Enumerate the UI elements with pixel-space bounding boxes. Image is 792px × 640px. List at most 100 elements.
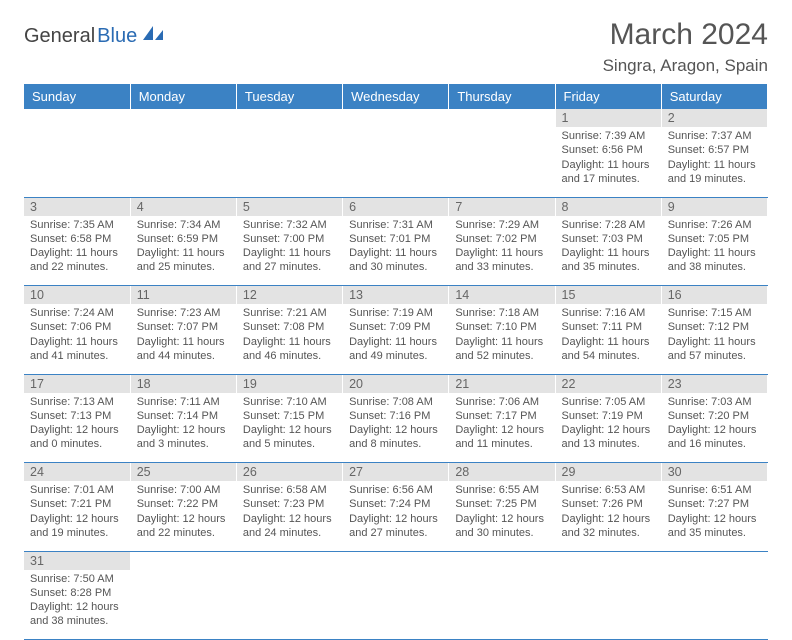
daylight-line: Daylight: 11 hours and 30 minutes. xyxy=(349,246,442,275)
day-data-cell xyxy=(661,570,767,640)
day-data-cell: Sunrise: 7:03 AMSunset: 7:20 PMDaylight:… xyxy=(661,393,767,463)
daylight-line: Daylight: 11 hours and 25 minutes. xyxy=(137,246,230,275)
day-data-cell: Sunrise: 7:50 AMSunset: 8:28 PMDaylight:… xyxy=(24,570,130,640)
day-number-cell: 28 xyxy=(449,463,555,482)
day-data-cell xyxy=(555,570,661,640)
sunset-line: Sunset: 7:16 PM xyxy=(349,409,442,423)
sunrise-line: Sunrise: 7:18 AM xyxy=(455,306,548,320)
sunrise-line: Sunrise: 7:28 AM xyxy=(562,218,655,232)
sunrise-line: Sunrise: 7:37 AM xyxy=(668,129,761,143)
sunset-line: Sunset: 6:59 PM xyxy=(137,232,230,246)
day-data-cell: Sunrise: 6:51 AMSunset: 7:27 PMDaylight:… xyxy=(661,481,767,551)
sunrise-line: Sunrise: 7:32 AM xyxy=(243,218,336,232)
sunset-line: Sunset: 7:26 PM xyxy=(562,497,655,511)
daylight-line: Daylight: 12 hours and 30 minutes. xyxy=(455,512,548,541)
day-number-row: 10111213141516 xyxy=(24,286,768,305)
month-title: March 2024 xyxy=(610,18,768,52)
sunset-line: Sunset: 7:01 PM xyxy=(349,232,442,246)
day-number-cell: 30 xyxy=(661,463,767,482)
daylight-line: Daylight: 12 hours and 22 minutes. xyxy=(137,512,230,541)
sunset-line: Sunset: 7:10 PM xyxy=(455,320,548,334)
sunset-line: Sunset: 7:08 PM xyxy=(243,320,336,334)
day-number-cell: 3 xyxy=(24,197,130,216)
day-data-cell: Sunrise: 7:31 AMSunset: 7:01 PMDaylight:… xyxy=(343,216,449,286)
daylight-line: Daylight: 12 hours and 5 minutes. xyxy=(243,423,336,452)
sunrise-line: Sunrise: 7:23 AM xyxy=(137,306,230,320)
sunset-line: Sunset: 7:05 PM xyxy=(668,232,761,246)
sunset-line: Sunset: 7:07 PM xyxy=(137,320,230,334)
daylight-line: Daylight: 11 hours and 38 minutes. xyxy=(668,246,761,275)
sunrise-line: Sunrise: 7:31 AM xyxy=(349,218,442,232)
day-data-cell: Sunrise: 7:19 AMSunset: 7:09 PMDaylight:… xyxy=(343,304,449,374)
sunset-line: Sunset: 7:25 PM xyxy=(455,497,548,511)
day-data-cell: Sunrise: 6:55 AMSunset: 7:25 PMDaylight:… xyxy=(449,481,555,551)
day-number-cell xyxy=(343,551,449,570)
sunrise-line: Sunrise: 7:05 AM xyxy=(562,395,655,409)
day-data-cell: Sunrise: 6:53 AMSunset: 7:26 PMDaylight:… xyxy=(555,481,661,551)
day-data-row: Sunrise: 7:39 AMSunset: 6:56 PMDaylight:… xyxy=(24,127,768,197)
day-data-cell: Sunrise: 7:10 AMSunset: 7:15 PMDaylight:… xyxy=(236,393,342,463)
logo: GeneralBlue xyxy=(24,24,165,48)
sunset-line: Sunset: 7:15 PM xyxy=(243,409,336,423)
sunrise-line: Sunrise: 7:19 AM xyxy=(349,306,442,320)
sunrise-line: Sunrise: 7:35 AM xyxy=(30,218,124,232)
day-data-cell: Sunrise: 7:37 AMSunset: 6:57 PMDaylight:… xyxy=(661,127,767,197)
day-data-row: Sunrise: 7:50 AMSunset: 8:28 PMDaylight:… xyxy=(24,570,768,640)
sunrise-line: Sunrise: 6:55 AM xyxy=(455,483,548,497)
daylight-line: Daylight: 11 hours and 49 minutes. xyxy=(349,335,442,364)
daylight-line: Daylight: 12 hours and 0 minutes. xyxy=(30,423,124,452)
day-data-cell: Sunrise: 7:16 AMSunset: 7:11 PMDaylight:… xyxy=(555,304,661,374)
day-number-row: 17181920212223 xyxy=(24,374,768,393)
day-data-cell xyxy=(236,127,342,197)
weekday-header: Thursday xyxy=(449,84,555,109)
day-data-cell xyxy=(449,570,555,640)
day-number-cell xyxy=(555,551,661,570)
sunset-line: Sunset: 7:22 PM xyxy=(137,497,230,511)
day-number-cell: 2 xyxy=(661,109,767,127)
day-number-cell: 17 xyxy=(24,374,130,393)
sunrise-line: Sunrise: 7:24 AM xyxy=(30,306,124,320)
day-data-cell: Sunrise: 7:01 AMSunset: 7:21 PMDaylight:… xyxy=(24,481,130,551)
daylight-line: Daylight: 12 hours and 19 minutes. xyxy=(30,512,124,541)
day-number-cell: 31 xyxy=(24,551,130,570)
sunset-line: Sunset: 7:20 PM xyxy=(668,409,761,423)
daylight-line: Daylight: 11 hours and 54 minutes. xyxy=(562,335,655,364)
weekday-header: Sunday xyxy=(24,84,130,109)
sunrise-line: Sunrise: 7:16 AM xyxy=(562,306,655,320)
day-data-cell: Sunrise: 7:15 AMSunset: 7:12 PMDaylight:… xyxy=(661,304,767,374)
daylight-line: Daylight: 11 hours and 22 minutes. xyxy=(30,246,124,275)
day-data-cell: Sunrise: 7:06 AMSunset: 7:17 PMDaylight:… xyxy=(449,393,555,463)
day-number-cell xyxy=(24,109,130,127)
sunrise-line: Sunrise: 7:08 AM xyxy=(349,395,442,409)
sunrise-line: Sunrise: 7:06 AM xyxy=(455,395,548,409)
day-number-cell xyxy=(449,109,555,127)
day-number-cell: 14 xyxy=(449,286,555,305)
location-label: Singra, Aragon, Spain xyxy=(24,56,768,76)
sunset-line: Sunset: 7:17 PM xyxy=(455,409,548,423)
sunset-line: Sunset: 7:06 PM xyxy=(30,320,124,334)
daylight-line: Daylight: 11 hours and 33 minutes. xyxy=(455,246,548,275)
day-number-cell xyxy=(130,109,236,127)
day-number-cell: 29 xyxy=(555,463,661,482)
sunrise-line: Sunrise: 6:58 AM xyxy=(243,483,336,497)
day-number-cell: 20 xyxy=(343,374,449,393)
daylight-line: Daylight: 11 hours and 17 minutes. xyxy=(562,158,655,187)
sunrise-line: Sunrise: 7:21 AM xyxy=(243,306,336,320)
sunrise-line: Sunrise: 7:00 AM xyxy=(137,483,230,497)
daylight-line: Daylight: 12 hours and 8 minutes. xyxy=(349,423,442,452)
day-data-cell: Sunrise: 7:35 AMSunset: 6:58 PMDaylight:… xyxy=(24,216,130,286)
day-number-cell xyxy=(236,551,342,570)
day-number-cell: 9 xyxy=(661,197,767,216)
day-number-cell: 4 xyxy=(130,197,236,216)
day-number-cell: 19 xyxy=(236,374,342,393)
sunset-line: Sunset: 6:57 PM xyxy=(668,143,761,157)
sunset-line: Sunset: 7:02 PM xyxy=(455,232,548,246)
day-data-cell xyxy=(24,127,130,197)
sunrise-line: Sunrise: 7:01 AM xyxy=(30,483,124,497)
sunrise-line: Sunrise: 7:03 AM xyxy=(668,395,761,409)
daylight-line: Daylight: 11 hours and 57 minutes. xyxy=(668,335,761,364)
daylight-line: Daylight: 11 hours and 35 minutes. xyxy=(562,246,655,275)
sunrise-line: Sunrise: 7:50 AM xyxy=(30,572,124,586)
day-data-cell xyxy=(236,570,342,640)
day-data-row: Sunrise: 7:24 AMSunset: 7:06 PM Daylight:… xyxy=(24,304,768,374)
